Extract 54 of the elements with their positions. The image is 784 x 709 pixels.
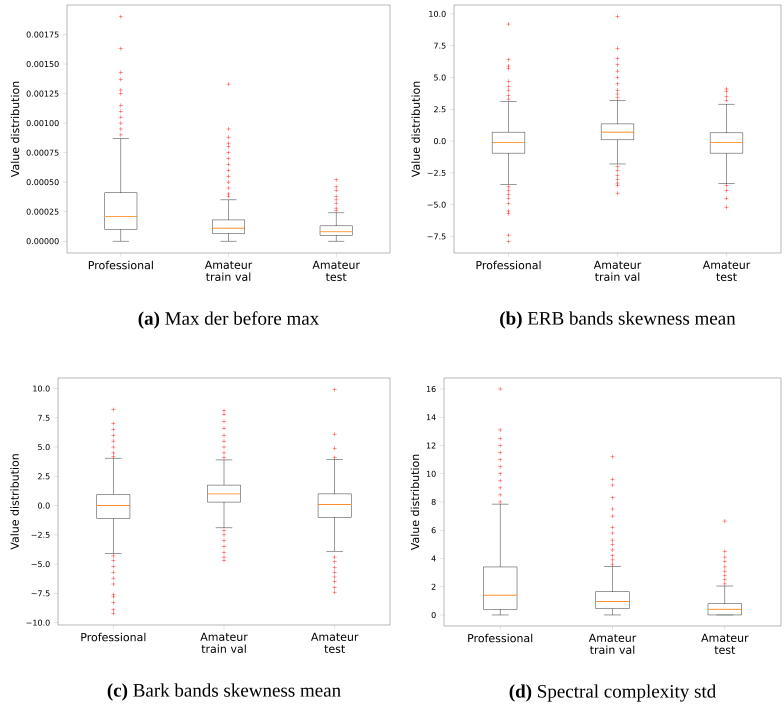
y-axis-title: Value distribution xyxy=(411,82,420,178)
y-tick-label: 2.5 xyxy=(434,106,446,112)
y-tick-label: −2.5 xyxy=(428,170,446,176)
y-tick-label: 4 xyxy=(432,556,436,562)
y-tick-label: 0.00050 xyxy=(26,179,59,186)
text: (b) ERB bands skewness mean xyxy=(500,311,736,329)
y-tick-label: 8 xyxy=(432,498,436,506)
x-tick-label: Professional xyxy=(476,260,541,270)
y-tick-label: 0 xyxy=(432,612,436,618)
y-tick-label: −10.0 xyxy=(26,620,50,626)
x-tick-label: Amateur train val xyxy=(200,632,248,653)
y-tick-label: 12 xyxy=(426,442,436,448)
y-tick-label: 0.00025 xyxy=(26,208,58,215)
y-tick-label: −5.0 xyxy=(32,561,50,568)
y-axis-title: Value distribution xyxy=(410,454,420,550)
y-tick-label: 7.5 xyxy=(38,414,50,421)
y-tick-label: 10.0 xyxy=(429,10,446,17)
x-tick-label: Amateur test xyxy=(701,634,749,654)
y-axis-title: Value distribution xyxy=(10,454,19,550)
x-tick-label: Professional xyxy=(81,632,146,642)
y-tick-label: −7.5 xyxy=(32,590,50,596)
x-tick-label: Amateur test xyxy=(310,632,358,653)
y-tick-label: 0.00000 xyxy=(26,238,59,244)
y-tick-label: 0.00075 xyxy=(26,150,58,156)
y-tick-label: −2.5 xyxy=(32,532,50,538)
y-tick-label: 6 xyxy=(432,527,436,534)
y-tick-label: 0.00125 xyxy=(26,90,58,97)
y-tick-label: 14 xyxy=(426,414,436,420)
text: (c) Bark bands skewness mean xyxy=(108,683,341,701)
y-tick-label: 0.00100 xyxy=(26,120,59,126)
y-tick-label: −7.5 xyxy=(428,233,446,240)
text: (a) Max der before max xyxy=(138,311,320,329)
y-tick-label: 0.00175 xyxy=(26,31,58,38)
y-tick-label: 10 xyxy=(426,470,436,477)
text: (d) Spectral complexity std xyxy=(510,684,716,702)
x-tick-label: Amateur test xyxy=(312,260,360,281)
y-tick-label: 0.0 xyxy=(434,138,446,144)
x-tick-label: Amateur train val xyxy=(204,260,252,281)
y-tick-label: 5.0 xyxy=(434,74,446,81)
y-tick-label: 0.00150 xyxy=(26,61,59,68)
y-tick-label: 5.0 xyxy=(38,444,50,450)
x-tick-label: Professional xyxy=(468,634,532,642)
y-tick-label: 16 xyxy=(426,386,436,392)
y-tick-label: 2 xyxy=(432,584,436,590)
x-tick-label: Amateur train val xyxy=(588,634,636,654)
y-axis-title: Value distribution xyxy=(10,82,20,178)
y-tick-label: 2.5 xyxy=(38,473,50,480)
x-tick-label: Amateur train val xyxy=(594,260,642,281)
x-tick-label: Professional xyxy=(88,260,153,270)
y-tick-label: −5.0 xyxy=(428,202,446,208)
y-tick-label: 10.0 xyxy=(33,385,50,392)
y-tick-label: 0.0 xyxy=(38,502,50,509)
x-tick-label: Amateur test xyxy=(702,260,750,281)
y-tick-label: 7.5 xyxy=(434,42,446,49)
